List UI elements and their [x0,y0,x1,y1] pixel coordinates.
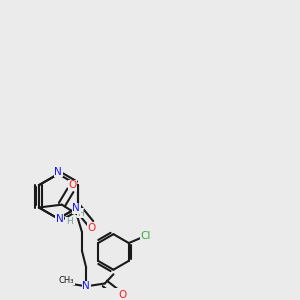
Text: N: N [54,167,62,177]
Text: H: H [77,209,84,218]
Text: O: O [69,180,77,190]
Text: H: H [66,217,73,226]
Text: Cl: Cl [141,231,151,241]
Text: CH₃: CH₃ [59,275,74,284]
Text: N: N [82,281,90,291]
Text: O: O [88,224,96,233]
Text: N: N [72,203,80,213]
Text: O: O [119,290,127,300]
Text: N: N [56,214,64,224]
